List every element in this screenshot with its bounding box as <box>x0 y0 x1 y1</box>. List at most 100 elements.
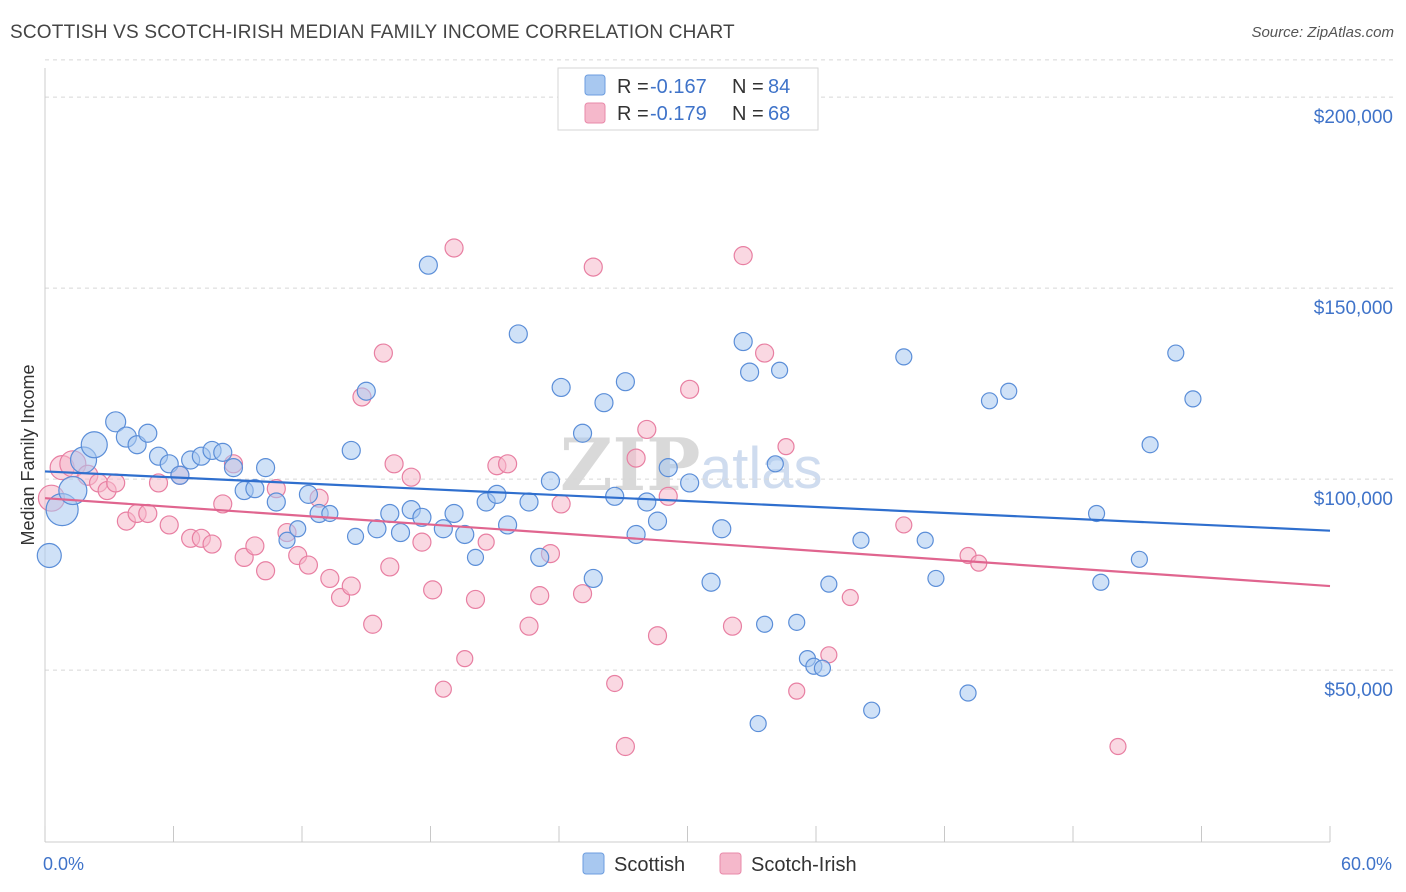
scotch-irish-point <box>456 650 474 668</box>
legend-n-label-scotch-irish: N = <box>732 103 764 125</box>
scotch-irish-point <box>423 580 443 600</box>
scottish-point <box>298 484 319 504</box>
scotch-irish-point <box>245 536 265 556</box>
scotch-irish-point <box>363 614 383 634</box>
scottish-point <box>637 492 657 512</box>
scotch-irish-point <box>380 557 400 577</box>
scotch-irish-point <box>412 532 432 552</box>
scottish-point <box>418 255 438 275</box>
scottish-point <box>289 520 307 538</box>
legend-bottom-label-scottish: Scottish <box>614 854 685 876</box>
legend-r-label-scottish: R = <box>617 76 649 98</box>
scotch-irish-point <box>1109 737 1127 756</box>
scottish-point <box>770 361 789 379</box>
scottish-point <box>740 362 760 382</box>
scotch-irish-point <box>444 238 464 258</box>
scottish-point <box>356 381 376 401</box>
scottish-point <box>466 548 485 567</box>
scotch-irish-point <box>373 343 393 363</box>
scotch-irish-point <box>384 454 404 474</box>
scotch-irish-point <box>202 534 222 554</box>
scotch-irish-point <box>572 584 593 604</box>
scotch-irish-point <box>615 736 635 757</box>
scottish-point <box>390 522 411 543</box>
scottish-point <box>615 372 635 392</box>
legend-top: R = -0.167 N = 84 R = -0.179 N = 68 <box>557 67 819 131</box>
scotch-irish-point <box>255 561 276 581</box>
x-tick-min: 0.0% <box>43 854 84 874</box>
legend-r-label-scotch-irish: R = <box>617 103 649 125</box>
scottish-point <box>455 524 475 545</box>
scottish-point <box>508 324 528 344</box>
scottish-point <box>278 531 296 549</box>
scottish-point <box>519 492 539 512</box>
scottish-point <box>341 440 361 461</box>
scottish-point <box>755 615 774 633</box>
scottish-point <box>80 431 108 459</box>
legend-r-value-scotch-irish: -0.179 <box>650 103 707 125</box>
scotch-irish-point <box>658 486 678 506</box>
scotch-irish-point <box>298 555 319 575</box>
scottish-point <box>647 511 668 531</box>
scotch-irish-point <box>138 503 158 524</box>
scottish-point <box>530 547 550 568</box>
scottish-point <box>223 458 244 478</box>
y-tick-labels: $50,000 $100,000 $150,000 $200,000 <box>1314 107 1393 701</box>
scottish-point <box>1184 390 1202 408</box>
watermark-atlas: atlas <box>700 436 823 501</box>
scottish-point <box>583 568 603 589</box>
scottish-point <box>733 331 753 352</box>
scottish-point <box>487 484 507 504</box>
scottish-point <box>540 471 561 491</box>
scottish-trend-line <box>44 470 1331 532</box>
scottish-point <box>626 524 646 545</box>
legend-r-value-scottish: -0.167 <box>650 76 707 98</box>
scottish-point <box>367 519 387 539</box>
legend-n-label-scottish: N = <box>732 76 764 98</box>
scotch-irish-point <box>320 568 340 589</box>
scotch-irish-point <box>530 586 550 606</box>
scotch-irish-point <box>626 448 646 468</box>
scottish-point <box>980 392 999 410</box>
scotch-irish-point <box>159 515 179 535</box>
scotch-irish-point <box>680 379 700 399</box>
scottish-point <box>959 684 977 702</box>
scottish-point <box>813 659 832 677</box>
scottish-point <box>36 542 62 569</box>
gridlines <box>45 59 1395 671</box>
scottish-point <box>444 503 464 524</box>
y-tick-label: $100,000 <box>1314 489 1393 510</box>
legend-swatch-scottish <box>584 74 606 96</box>
scottish-point <box>255 458 276 478</box>
scotch-irish-point <box>895 516 913 534</box>
scottish-point <box>820 575 838 593</box>
scottish-point <box>380 503 400 524</box>
scotch-irish-point <box>401 467 421 487</box>
y-tick-label: $50,000 <box>1324 680 1393 701</box>
legend-n-value-scotch-irish: 68 <box>768 103 790 125</box>
legend-bottom-swatch-scotch-irish <box>719 852 742 875</box>
y-axis-label: Median Family Income <box>18 364 38 545</box>
scottish-point <box>1000 382 1018 400</box>
scotch-irish-point <box>148 473 169 493</box>
scotch-irish-point <box>733 246 753 266</box>
scottish-point <box>712 519 732 539</box>
scottish-point <box>412 507 432 527</box>
chart-source: Source: ZipAtlas.com <box>1251 24 1394 41</box>
chart-title: SCOTTISH VS SCOTCH-IRISH MEDIAN FAMILY I… <box>10 22 735 43</box>
scotch-irish-point <box>754 343 775 363</box>
scottish-point <box>433 519 453 539</box>
scotch-irish-point <box>106 473 126 493</box>
scottish-point <box>701 572 721 592</box>
scotch-irish-point <box>498 454 518 474</box>
scotch-irish-point <box>606 674 624 693</box>
scotch-irish-point <box>722 616 743 636</box>
scotch-irish-point <box>841 588 859 607</box>
scottish-point <box>594 393 614 413</box>
scottish-point <box>788 613 806 631</box>
scottish-point <box>170 465 190 485</box>
scotch-irish-point <box>777 438 795 456</box>
scottish-point <box>1092 573 1110 591</box>
scottish-point <box>927 569 945 588</box>
